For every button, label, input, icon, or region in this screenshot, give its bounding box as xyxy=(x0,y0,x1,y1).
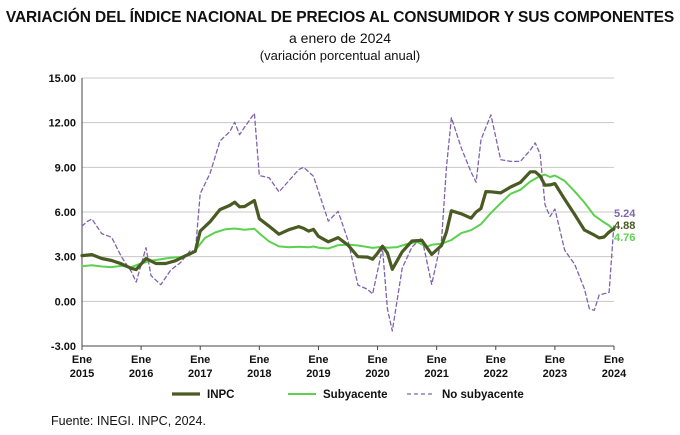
source-note: Fuente: INEGI. INPC, 2024. xyxy=(51,414,206,428)
gridlines xyxy=(82,77,614,302)
x-tick-label-month: Ene xyxy=(131,354,151,366)
x-tick-label-year: 2018 xyxy=(247,368,271,380)
x-tick-label-month: Ene xyxy=(249,354,269,366)
x-tick-label-month: Ene xyxy=(72,354,92,366)
chart-subtitle: a enero de 2024 xyxy=(289,30,391,46)
x-tick-label-year: 2019 xyxy=(306,368,330,380)
y-tick-label: -3.00 xyxy=(51,341,76,353)
legend-label-inpc: INPC xyxy=(207,389,234,401)
end-value-label: 5.24 xyxy=(614,208,636,220)
end-value-label: 4.76 xyxy=(614,232,635,244)
x-tick-label-month: Ene xyxy=(545,354,565,366)
y-tick-label: 3.00 xyxy=(55,252,76,264)
x-tick-label-year: 2024 xyxy=(602,368,627,380)
x-tick-label-year: 2020 xyxy=(365,368,389,380)
end-value-label: 4.88 xyxy=(614,220,635,232)
y-tick-label: 9.00 xyxy=(55,162,76,174)
y-tick-label: 15.00 xyxy=(48,73,76,85)
x-tick-label-month: Ene xyxy=(367,354,387,366)
legend-label-no-subyacente: No subyacente xyxy=(442,389,524,401)
series-line-no-subyacente xyxy=(81,112,615,332)
y-tick-label: 6.00 xyxy=(55,207,76,219)
axes: 15.0012.009.006.003.000.00-3.00Ene2015En… xyxy=(48,73,627,380)
x-tick-label-year: 2016 xyxy=(129,368,153,380)
y-tick-label: 12.00 xyxy=(48,118,76,130)
end-value-labels: 5.244.884.76 xyxy=(614,208,636,244)
series-lines xyxy=(80,112,616,332)
series-line-inpc xyxy=(80,170,616,272)
chart-units-subtitle: (variación porcentual anual) xyxy=(259,48,421,63)
y-tick-label: 0.00 xyxy=(55,296,76,308)
x-tick-label-month: Ene xyxy=(308,354,328,366)
legend-label-subyacente: Subyacente xyxy=(323,389,388,401)
x-tick-label-year: 2023 xyxy=(543,368,567,380)
x-tick-label-year: 2015 xyxy=(70,368,94,380)
x-tick-label-year: 2022 xyxy=(484,368,508,380)
x-tick-label-year: 2021 xyxy=(424,368,448,380)
x-tick-label-year: 2017 xyxy=(188,368,212,380)
x-tick-label-month: Ene xyxy=(486,354,506,366)
chart-title: VARIACIÓN DEL ÍNDICE NACIONAL DE PRECIOS… xyxy=(5,9,675,26)
x-tick-label-month: Ene xyxy=(604,354,624,366)
series-line-subyacente xyxy=(81,173,615,269)
legend: INPC Subyacente No subyacente xyxy=(172,389,524,401)
x-tick-label-month: Ene xyxy=(190,354,210,366)
x-tick-label-month: Ene xyxy=(427,354,447,366)
